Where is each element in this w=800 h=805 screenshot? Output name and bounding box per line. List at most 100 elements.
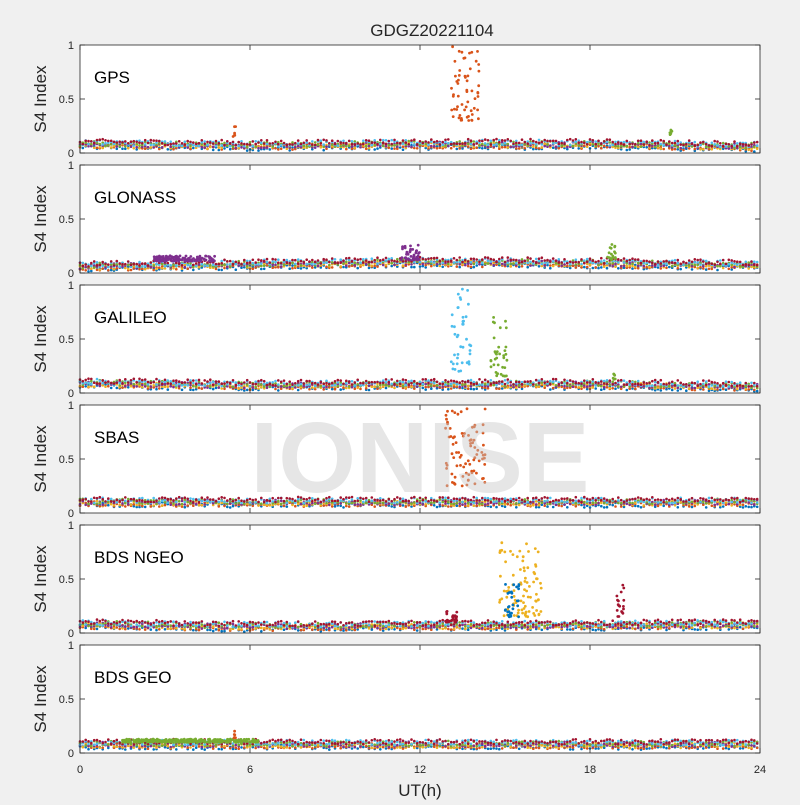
data-point — [138, 264, 141, 267]
data-point — [419, 265, 422, 268]
data-point — [475, 262, 478, 265]
data-point — [524, 147, 527, 150]
data-point — [583, 266, 586, 269]
data-point — [696, 261, 699, 264]
data-point — [696, 259, 699, 262]
data-point — [411, 248, 414, 251]
data-point — [733, 145, 736, 148]
data-point — [631, 267, 634, 270]
data-point — [166, 258, 169, 261]
data-point — [515, 142, 518, 145]
data-point — [478, 261, 481, 264]
data-point — [535, 143, 538, 146]
data-point — [124, 385, 127, 388]
data-point — [141, 262, 144, 265]
data-point — [623, 143, 626, 146]
data-point — [577, 147, 580, 150]
y-axis-label: S4 Index — [31, 185, 50, 253]
data-point — [711, 145, 714, 148]
data-point — [699, 148, 702, 151]
data-point — [677, 262, 680, 265]
data-point — [82, 147, 85, 150]
data-point — [288, 262, 291, 265]
data-point — [634, 266, 637, 269]
data-point — [127, 268, 130, 271]
data-point — [702, 260, 705, 263]
data-point — [705, 263, 708, 266]
data-point — [150, 144, 153, 147]
data-point — [311, 143, 314, 146]
data-point — [345, 148, 348, 151]
data-point — [337, 385, 340, 388]
data-point — [90, 262, 93, 265]
data-point — [688, 387, 691, 390]
data-point — [611, 243, 614, 246]
data-point — [640, 145, 643, 148]
data-point — [402, 148, 405, 151]
data-point — [613, 250, 616, 253]
data-point — [501, 256, 504, 259]
data-point — [337, 144, 340, 147]
data-point — [368, 145, 371, 148]
data-point — [677, 142, 680, 145]
data-point — [189, 386, 192, 389]
data-point — [708, 383, 711, 386]
data-point — [507, 256, 510, 259]
data-point — [212, 264, 215, 267]
data-point — [311, 263, 314, 266]
data-point — [99, 146, 102, 149]
data-point — [419, 140, 422, 143]
data-point — [339, 262, 342, 265]
data-point — [402, 145, 405, 148]
data-point — [566, 262, 569, 265]
data-point — [609, 144, 612, 147]
data-point — [135, 385, 138, 388]
data-point — [388, 144, 391, 147]
data-point — [586, 145, 589, 148]
data-point — [297, 258, 300, 261]
data-point — [549, 388, 552, 391]
data-point — [509, 259, 512, 262]
data-point — [594, 140, 597, 143]
data-point — [603, 262, 606, 265]
data-point — [617, 385, 620, 388]
data-point — [220, 139, 223, 142]
data-point — [447, 388, 450, 391]
data-point — [620, 386, 623, 389]
data-point — [286, 143, 289, 146]
data-point — [529, 264, 532, 267]
data-point — [563, 385, 566, 388]
data-point — [577, 386, 580, 389]
data-point — [484, 142, 487, 145]
data-point — [679, 147, 682, 150]
data-point — [291, 148, 294, 151]
data-point — [325, 380, 328, 383]
data-point — [470, 388, 473, 391]
data-point — [694, 387, 697, 390]
data-point — [543, 259, 546, 262]
data-point — [138, 147, 141, 150]
data-point — [702, 388, 705, 391]
data-point — [96, 261, 99, 264]
data-point — [260, 141, 263, 144]
data-point — [354, 384, 357, 387]
data-point — [668, 140, 671, 143]
data-point — [555, 384, 558, 387]
data-point — [454, 60, 457, 63]
data-point — [424, 388, 427, 391]
data-point — [470, 385, 473, 388]
data-point — [260, 259, 263, 262]
data-point — [356, 383, 359, 386]
data-point — [447, 142, 450, 145]
data-point — [660, 143, 663, 146]
data-point — [351, 140, 354, 143]
data-point — [220, 387, 223, 390]
data-point — [133, 383, 136, 386]
data-point — [192, 147, 195, 150]
data-point — [756, 144, 759, 147]
data-point — [589, 261, 592, 264]
data-point — [694, 258, 697, 261]
data-point — [169, 264, 172, 267]
data-point — [356, 258, 359, 261]
data-point — [682, 263, 685, 266]
